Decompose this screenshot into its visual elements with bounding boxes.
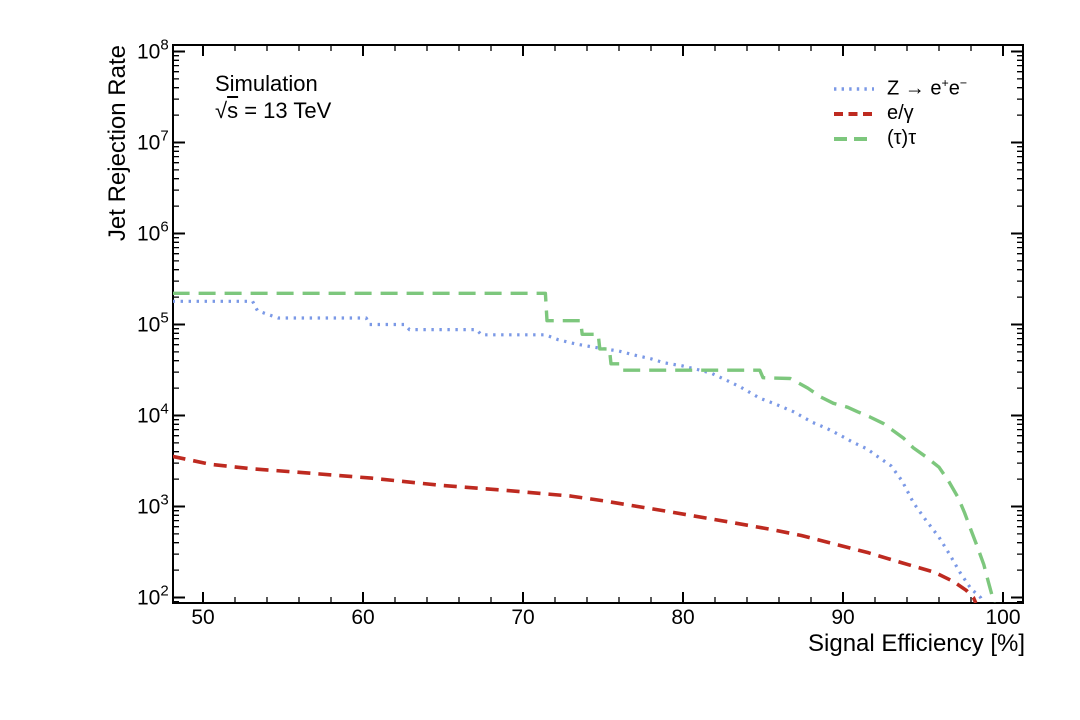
- legend: Z → e+e− e/γ (τ)τ: [833, 76, 967, 151]
- annotation-energy: √s = 13 TeV: [215, 97, 331, 124]
- energy-value: = 13 TeV: [238, 98, 332, 123]
- x-tick-label: 80: [671, 606, 694, 629]
- y-tick-label: 104: [137, 401, 169, 428]
- zee-line-marker-icon: [834, 86, 874, 91]
- y-tick-label: 107: [137, 128, 169, 155]
- legend-item-tautau: (τ)τ: [833, 126, 967, 151]
- x-tick-label: 100: [985, 606, 1020, 629]
- y-tick-label: 103: [137, 492, 169, 519]
- sqrt-s-symbol: s: [227, 98, 239, 123]
- plot-annotation: Simulation √s = 13 TeV: [215, 70, 331, 124]
- series-curve-zee: [173, 299, 985, 603]
- y-tick-label: 106: [137, 219, 169, 246]
- x-tick-label: 70: [511, 606, 534, 629]
- legend-label-tautau: (τ)τ: [887, 127, 917, 149]
- y-axis-title: Jet Rejection Rate: [104, 45, 131, 241]
- x-axis-title: Signal Efficiency [%]: [808, 630, 1025, 657]
- series-curve-egamma: [173, 454, 978, 603]
- legend-label-egamma: e/γ: [887, 102, 914, 124]
- minor-ticks: [173, 45, 1023, 603]
- egamma-line-marker-icon: [834, 111, 874, 116]
- y-tick-label: 102: [137, 583, 169, 610]
- series-curve-tautau: [173, 291, 996, 603]
- annotation-simulation: Simulation: [215, 71, 318, 96]
- sqrt-radical: √: [215, 98, 228, 123]
- legend-label-zee: Z → e+e−: [887, 76, 968, 100]
- plot-frame: [172, 44, 1024, 604]
- legend-item-zee: Z → e+e−: [833, 76, 967, 101]
- x-tick-label: 60: [351, 606, 374, 629]
- y-tick-label: 105: [137, 310, 169, 337]
- x-tick-label: 90: [831, 606, 854, 629]
- x-tick-label: 50: [191, 606, 214, 629]
- y-tick-label: 108: [137, 37, 169, 64]
- tautau-line-marker-icon: [834, 136, 874, 141]
- legend-item-egamma: e/γ: [833, 101, 967, 126]
- major-ticks: [173, 45, 1023, 603]
